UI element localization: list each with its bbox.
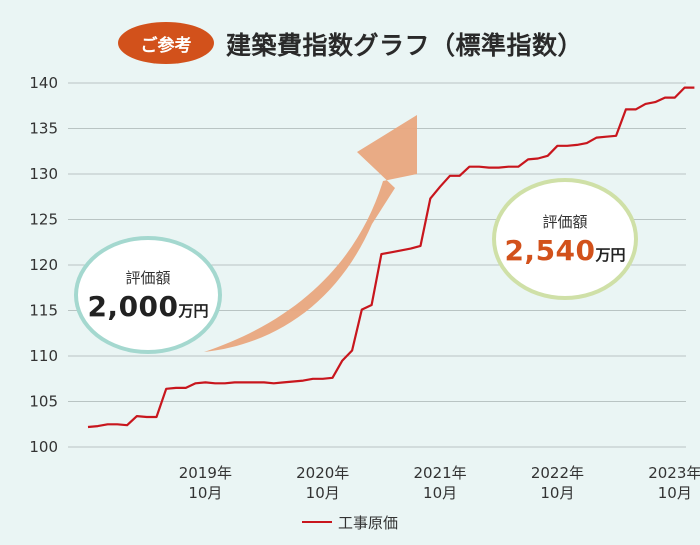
valuation-callout-right: 評価額 2,540万円: [492, 178, 638, 300]
valuation-amount: 2,540万円: [504, 234, 625, 267]
y-tick-label: 130: [29, 165, 58, 183]
series-line-construction-cost: [87, 86, 695, 429]
y-tick-label: 100: [29, 438, 58, 456]
valuation-number: 2,000: [87, 290, 179, 323]
x-tick-label: 2023年 10月: [648, 464, 700, 502]
valuation-label: 評価額: [542, 213, 588, 231]
legend-swatch: [301, 521, 332, 523]
x-tick-label: 2019年 10月: [179, 464, 232, 502]
x-tick-label: 2021年 10月: [413, 464, 466, 502]
y-tick-label: 110: [29, 347, 58, 365]
growth-arrow-icon: [204, 115, 417, 352]
valuation-unit: 万円: [178, 302, 209, 320]
reference-badge: ご参考: [118, 22, 214, 64]
valuation-number: 2,540: [504, 234, 596, 267]
valuation-unit: 万円: [595, 246, 626, 264]
legend-label: 工事原価: [337, 513, 398, 532]
y-tick-label: 140: [29, 74, 58, 92]
header: ご参考 建築費指数グラフ（標準指数）: [0, 0, 700, 70]
y-tick-label: 135: [29, 120, 58, 138]
valuation-label: 評価額: [125, 269, 171, 287]
y-tick-label: 115: [29, 302, 58, 320]
valuation-callout-left: 評価額 2,000万円: [74, 236, 222, 354]
page-title: 建築費指数グラフ（標準指数）: [226, 31, 584, 60]
valuation-amount: 2,000万円: [87, 290, 208, 323]
legend: 工事原価: [0, 512, 700, 532]
y-tick-label: 105: [29, 393, 58, 411]
reference-badge-label: ご参考: [140, 35, 192, 56]
x-tick-label: 2022年 10月: [531, 464, 584, 502]
y-axis-ticks: 100 105 110 115 120 125 130 135 140: [29, 74, 58, 456]
x-tick-label: 2020年 10月: [296, 464, 349, 502]
y-tick-label: 120: [29, 256, 58, 274]
x-axis-ticks: 2019年 10月 2020年 10月 2021年 10月 2022年 10月 2023年 10月…: [179, 464, 700, 502]
y-tick-label: 125: [29, 211, 58, 229]
